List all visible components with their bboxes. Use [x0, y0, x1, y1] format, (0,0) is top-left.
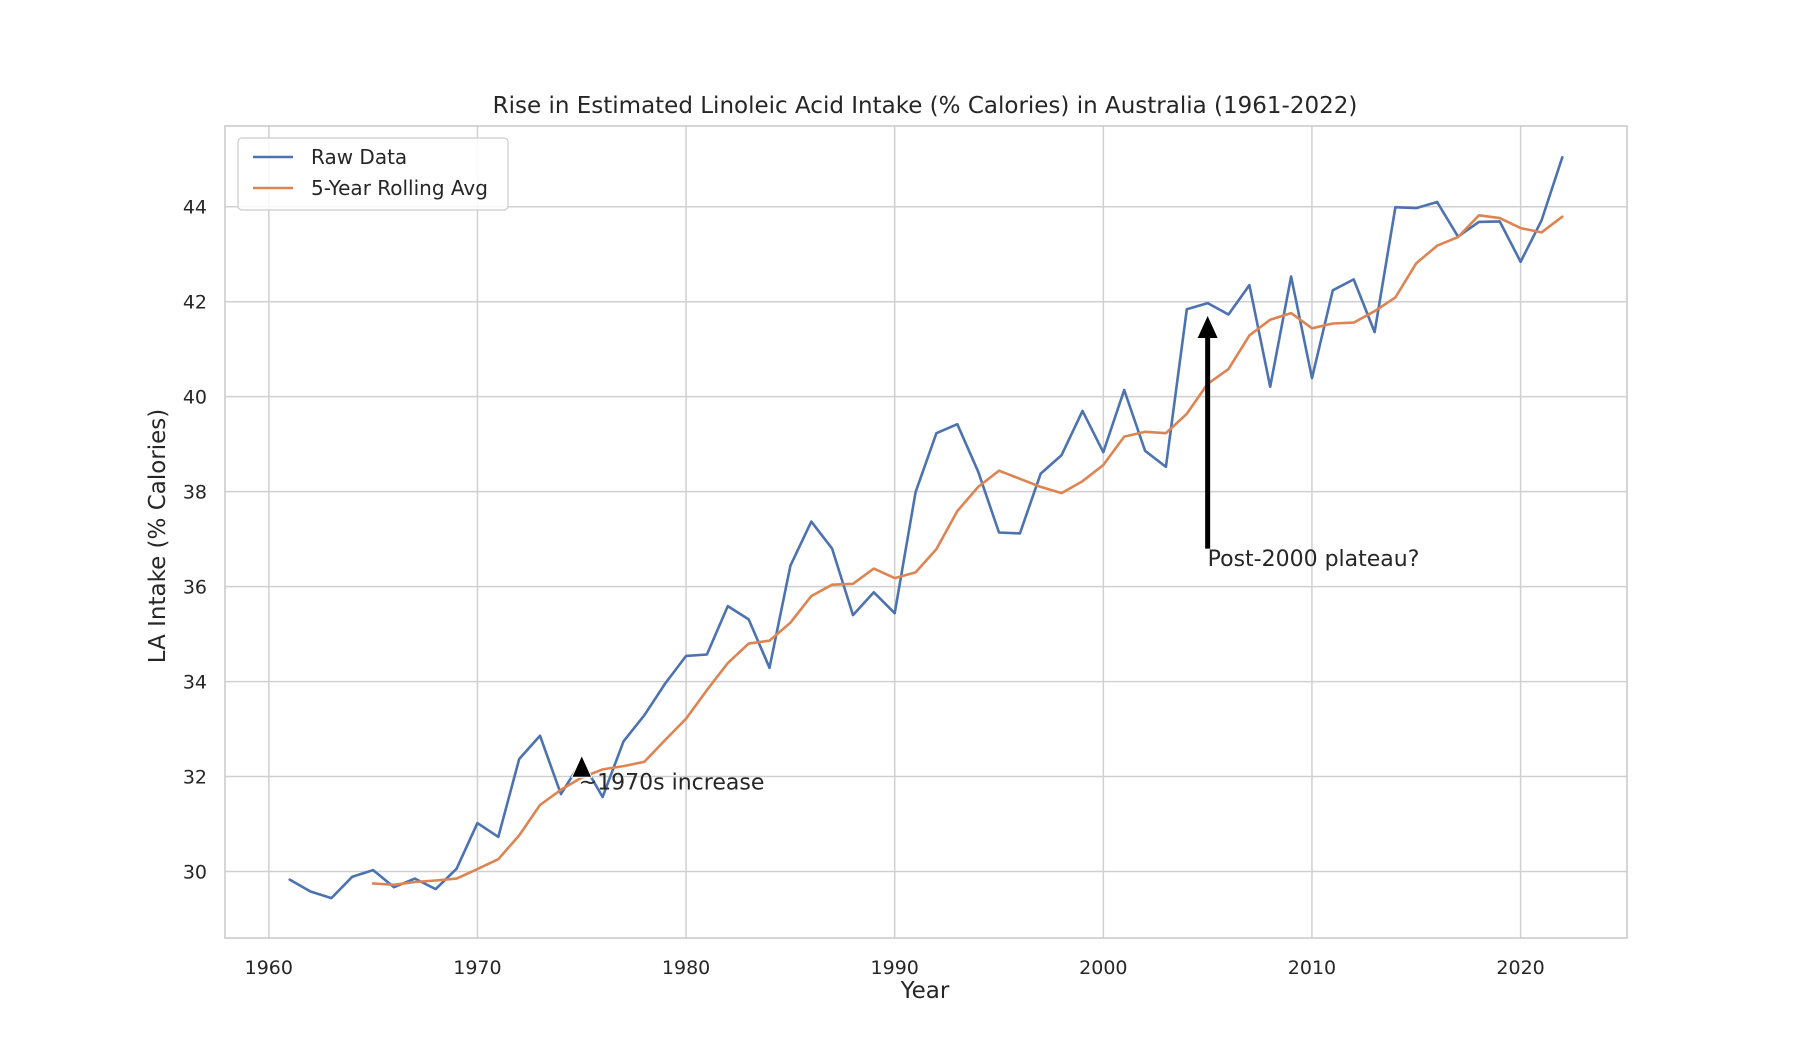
legend-box [237, 137, 509, 211]
x-axis-label: Year [900, 978, 950, 1004]
grid [225, 126, 1627, 938]
y-tick-label: 42 [183, 292, 207, 314]
annotations: ~1970s increase Post-2000 plateau? [570, 315, 1420, 795]
x-tick-label: 1970 [453, 957, 501, 979]
series-lines [288, 156, 1564, 900]
y-tick-label: 40 [183, 387, 207, 409]
x-tick-label: 1980 [662, 957, 710, 979]
x-tick-label: 2010 [1288, 957, 1336, 979]
x-tick-label: 1990 [871, 957, 919, 979]
y-tick-label: 44 [183, 197, 207, 219]
y-tick-label: 34 [183, 672, 207, 694]
y-tick-label: 38 [183, 482, 207, 504]
rolling-avg-line [371, 214, 1564, 887]
legend-entry-label: Raw Data [311, 145, 407, 169]
x-tick-label: 2020 [1496, 957, 1544, 979]
x-tick-label: 2000 [1079, 957, 1127, 979]
legend-entry-label: 5-Year Rolling Avg [311, 176, 488, 200]
axis-ticks: 1960 1970 1980 1990 2000 2010 2020 30 32 34 36 38 40… [183, 197, 1545, 979]
x-tick-label: 1960 [245, 957, 293, 979]
y-tick-label: 32 [183, 767, 207, 789]
y-tick-label: 36 [183, 577, 207, 599]
legend: Raw Data 5-Year Rolling Avg [237, 137, 509, 211]
chart-title: Rise in Estimated Linoleic Acid Intake (… [493, 93, 1358, 119]
raw-data-line [288, 156, 1564, 900]
plot-area [224, 125, 1628, 939]
annotation-arrow-1970s [570, 754, 593, 778]
y-tick-label: 30 [183, 862, 207, 884]
annotation-arrow-head-2000 [1197, 315, 1218, 338]
annotation-text-2000: Post-2000 plateau? [1208, 547, 1420, 572]
annotation-text-1970s: ~1970s increase [579, 770, 765, 795]
y-axis-label: LA Intake (% Calories) [145, 409, 171, 664]
